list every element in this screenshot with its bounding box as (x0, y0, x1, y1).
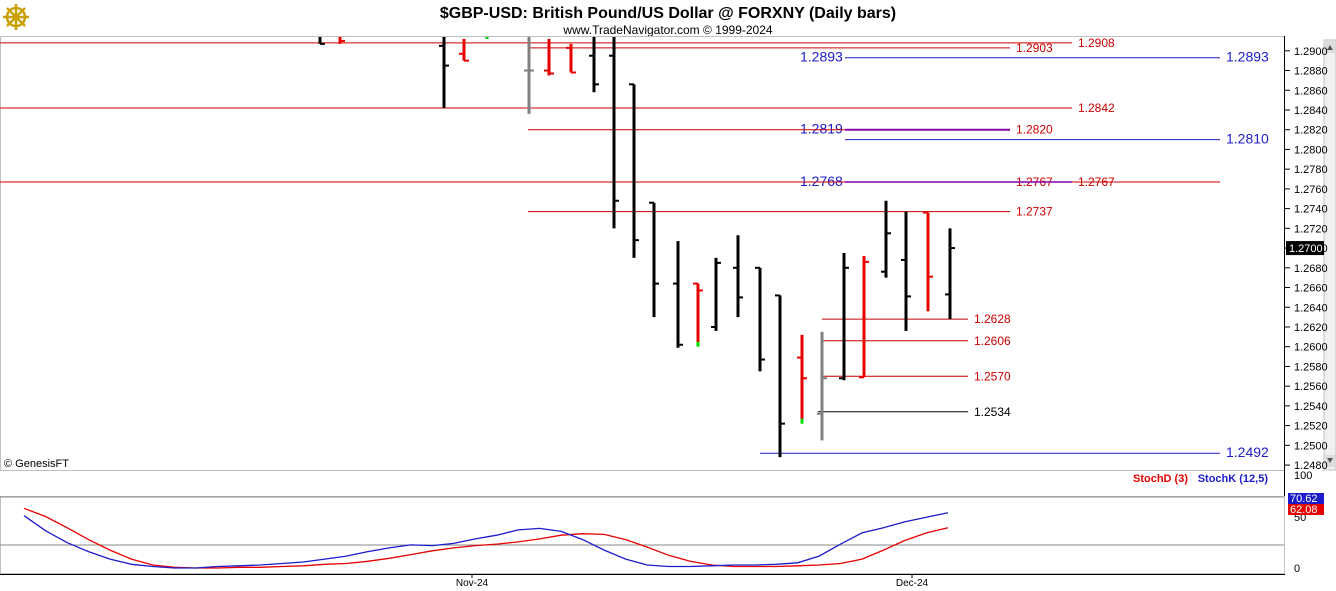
level-label: 1.2628 (974, 312, 1011, 326)
ship-wheel-icon (3, 4, 29, 30)
stochd-value: 62.08 (1290, 504, 1318, 516)
level-label: 1.2810 (1226, 131, 1269, 147)
time-axis: Nov-24 Dec-24 (456, 574, 929, 589)
low-marker (696, 341, 700, 347)
legend-stochk: StochK (12,5) (1198, 473, 1269, 485)
price-tick-label: 1.2900 (1294, 46, 1328, 58)
level-label: 1.2767 (1078, 175, 1115, 189)
level-label: 1.2893 (800, 49, 843, 65)
support-resistance-levels: 1.2908 1.2903 1.2893 1.2893 1.2842 1.2819 1.28… (0, 36, 1269, 460)
stoch-tick-label: 100 (1294, 470, 1312, 482)
price-axis: 1.2900 1.2880 1.2860 1.2840 1.2820 1.2800 1.27… (1284, 46, 1328, 472)
price-tick-label: 1.2680 (1294, 263, 1328, 275)
level-label: 1.2842 (1078, 101, 1115, 115)
level-label: 1.2908 (1078, 36, 1115, 50)
price-tick-label: 1.2540 (1294, 401, 1328, 413)
price-bars (318, 37, 955, 458)
low-marker (800, 418, 804, 424)
price-tick-label: 1.2480 (1294, 460, 1328, 472)
stochastic-panel (0, 496, 1285, 574)
level-label: 1.2903 (1016, 41, 1053, 55)
current-price-box (1286, 241, 1324, 256)
level-label: 1.2819 (800, 121, 843, 137)
level-label: 1.2570 (974, 369, 1011, 383)
price-tick-label: 1.2560 (1294, 381, 1328, 393)
price-tick-label: 1.2880 (1294, 66, 1328, 78)
price-tick-label: 1.2800 (1294, 144, 1328, 156)
price-tick-label: 1.2760 (1294, 184, 1328, 196)
stochk-value-box (1288, 493, 1324, 504)
stochk-line (23, 512, 949, 569)
price-tick-label: 1.2640 (1294, 302, 1328, 314)
price-tick-label: 1.2740 (1294, 204, 1328, 216)
price-tick-label: 1.2600 (1294, 342, 1328, 354)
level-label: 1.2820 (1016, 123, 1053, 137)
level-label: 1.2768 (800, 173, 843, 189)
price-tick-label: 1.2660 (1294, 283, 1328, 295)
level-label: 1.2606 (974, 334, 1011, 348)
time-tick-label: Dec-24 (896, 578, 929, 589)
price-tick-label: 1.2580 (1294, 361, 1328, 373)
current-price-label: 1.2700 (1289, 243, 1323, 255)
scroll-down-icon[interactable] (1327, 458, 1333, 463)
level-label: 1.2492 (1226, 444, 1269, 460)
price-tick-label: 1.2520 (1294, 421, 1328, 433)
price-tick-label: 1.2780 (1294, 164, 1328, 176)
watermark: © GenesisFT (4, 458, 69, 470)
chart-title: $GBP-USD: British Pound/US Dollar @ FORX… (440, 5, 896, 22)
price-tick-label: 1.2720 (1294, 223, 1328, 235)
price-tick-label: 1.2500 (1294, 440, 1328, 452)
price-tick-label: 1.2860 (1294, 85, 1328, 97)
stochk-value: 70.62 (1290, 493, 1318, 505)
time-tick-label: Nov-24 (456, 578, 489, 589)
price-tick-label: 1.2840 (1294, 105, 1328, 117)
scroll-up-icon[interactable] (1327, 45, 1333, 50)
stochd-value-box (1288, 504, 1324, 515)
stoch-tick-label: 0 (1294, 563, 1300, 575)
level-label: 1.2737 (1016, 205, 1053, 219)
level-label: 1.2893 (1226, 49, 1269, 65)
chart-subtitle: www.TradeNavigator.com © 1999-2024 (562, 23, 772, 37)
price-tick-label: 1.2820 (1294, 125, 1328, 137)
legend-stochd: StochD (3) (1133, 473, 1188, 485)
stochastic-lines (23, 507, 949, 569)
price-tick-label: 1.2620 (1294, 322, 1328, 334)
level-label: 1.2534 (974, 405, 1011, 419)
